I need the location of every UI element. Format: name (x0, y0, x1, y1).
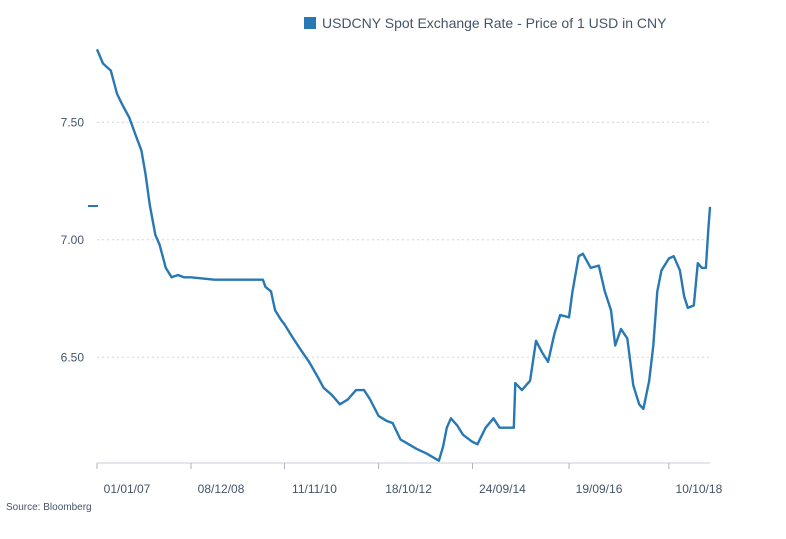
x-tick-label: 08/12/08 (198, 482, 245, 496)
legend-swatch (304, 17, 316, 29)
y-tick-label: 7.00 (61, 233, 85, 247)
x-tick-label: 18/10/12 (385, 482, 432, 496)
x-axis-tick-labels: 01/01/07 08/12/08 11/11/10 18/10/12 24/09/14… (104, 482, 723, 496)
x-tick-label: 11/11/10 (292, 482, 337, 496)
legend-label: USDCNY Spot Exchange Rate - Price of 1 U… (322, 15, 667, 31)
source-label: Source: Bloomberg (6, 502, 92, 513)
y-tick-label: 6.50 (61, 350, 85, 364)
y-axis-tick-labels: 6.50 7.00 7.50 (61, 115, 85, 364)
x-tick-label: 01/01/07 (104, 482, 151, 496)
x-tick-label: 19/09/16 (576, 482, 623, 496)
x-axis (96, 462, 710, 469)
series-line (95, 48, 712, 462)
legend: USDCNY Spot Exchange Rate - Price of 1 U… (304, 15, 667, 31)
y-tick-label: 7.50 (61, 115, 85, 129)
x-tick-label: 10/10/18 (676, 482, 723, 496)
gridlines (97, 121, 712, 358)
x-tick-label: 24/09/14 (479, 482, 526, 496)
series-layer (95, 48, 712, 462)
